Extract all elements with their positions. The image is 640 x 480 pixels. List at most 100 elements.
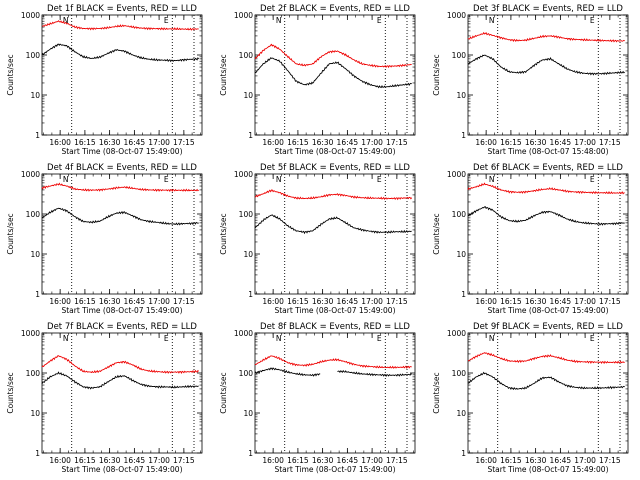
detector-panel-4: Det 4f BLACK = Events, RED = LLD 1 10 100 10… [6,163,203,315]
plot-frame [467,14,629,136]
x-tick-label: 17:00 [148,138,170,147]
x-axis-label: Start Time (08-Oct-07 15:49:00) [61,465,182,474]
y-tick-label: 1000 [234,329,253,338]
series-line-events [337,369,412,377]
chart-title: Det 5f BLACK = Events, RED = LLD [260,163,410,173]
y-tick-label: 1000 [447,11,466,20]
x-tick-label: 16:00 [475,138,497,147]
y-tick-label: 1000 [21,170,40,179]
y-tick-label: 1000 [234,11,253,20]
series-line-lld [254,43,412,69]
y-axis-label: Counts/sec [6,213,15,254]
plot-frame [41,332,203,454]
x-tick-label: 16:30 [525,456,547,465]
y-tick-label: 1 [35,290,40,299]
y-tick-label: 1000 [447,170,466,179]
x-tick-label: 16:45 [124,138,146,147]
x-tick-label: 16:00 [475,297,497,306]
x-tick-label: 16:15 [500,297,522,306]
x-tick-label: 16:45 [550,456,572,465]
x-tick-label: 16:45 [337,297,359,306]
y-tick-label: 1 [35,449,40,458]
y-tick-label: 10 [243,91,253,100]
x-tick-label: 16:30 [99,297,121,306]
detector-panel-3: Det 3f BLACK = Events, RED = LLD 1 10 100 10… [432,4,629,156]
x-tick-label: 16:30 [312,297,334,306]
plot-frame [467,173,629,295]
plot-frame [41,173,203,295]
x-tick-label: 17:00 [148,456,170,465]
detector-panel-6: Det 6f BLACK = Events, RED = LLD 1 10 100 10… [432,163,629,315]
series-line-events [254,214,412,235]
x-tick-label: 17:00 [361,297,383,306]
marker-label: N [489,334,495,343]
y-tick-label: 100 [452,210,467,219]
x-tick-label: 16:00 [475,456,497,465]
plot-frame [467,332,629,454]
marker-label: N [63,16,69,25]
y-tick-label: 10 [243,409,253,418]
detector-panel-1: Det 1f BLACK = Events, RED = LLD 1 10 100 10… [6,4,203,156]
series-line-events [254,57,412,89]
y-tick-label: 100 [26,51,41,60]
plot-frame [254,173,416,295]
marker-label: E [377,16,382,25]
series-line-lld [41,355,199,374]
x-tick-label: 17:15 [173,297,195,306]
chart-title: Det 6f BLACK = Events, RED = LLD [473,163,623,173]
chart-title: Det 3f BLACK = Events, RED = LLD [473,4,623,14]
y-tick-label: 10 [30,250,40,259]
x-tick-label: 16:00 [262,297,284,306]
y-axis-label: Counts/sec [6,54,15,95]
y-tick-label: 10 [243,250,253,259]
y-tick-label: 1 [461,290,466,299]
y-tick-label: 100 [239,51,254,60]
y-tick-label: 10 [456,250,466,259]
x-tick-label: 16:15 [287,456,309,465]
y-tick-label: 1000 [21,11,40,20]
y-tick-label: 1000 [447,329,466,338]
y-axis-label: Counts/sec [432,372,441,413]
x-tick-label: 16:00 [49,138,71,147]
y-tick-label: 100 [452,51,467,60]
series-line-lld [467,182,625,195]
x-tick-label: 16:30 [525,138,547,147]
marker-label: E [377,175,382,184]
y-tick-label: 10 [456,409,466,418]
x-tick-label: 16:15 [287,297,309,306]
series-line-events [467,206,625,226]
detector-panel-7: Det 7f BLACK = Events, RED = LLD 1 10 100 10… [6,322,203,474]
y-tick-label: 1 [248,449,253,458]
series-line-events [41,207,199,226]
x-tick-label: 16:00 [262,138,284,147]
y-tick-label: 1000 [21,329,40,338]
x-tick-label: 17:15 [173,456,195,465]
x-tick-label: 17:00 [574,138,596,147]
y-tick-label: 100 [452,369,467,378]
series-line-lld [41,20,199,31]
x-tick-label: 17:00 [574,297,596,306]
x-axis-label: Start Time (08-Oct-07 15:49:00) [274,465,395,474]
y-tick-label: 100 [26,369,41,378]
y-tick-label: 100 [26,210,41,219]
y-axis-label: Counts/sec [6,372,15,413]
y-tick-label: 10 [30,91,40,100]
y-axis-label: Counts/sec [219,54,228,95]
marker-label: N [276,16,282,25]
chart-title: Det 2f BLACK = Events, RED = LLD [260,4,410,14]
chart-title: Det 8f BLACK = Events, RED = LLD [260,322,410,332]
x-axis-label: Start Time (08-Oct-07 15:49:00) [487,465,608,474]
series-line-events [41,371,199,390]
x-tick-label: 17:00 [361,456,383,465]
x-tick-label: 16:30 [525,297,547,306]
x-axis-label: Start Time (08-Oct-07 15:49:00) [487,306,608,315]
x-tick-label: 16:15 [500,138,522,147]
x-tick-label: 16:00 [262,456,284,465]
chart-title: Det 7f BLACK = Events, RED = LLD [47,322,197,332]
x-tick-label: 17:00 [148,297,170,306]
plot-frame [254,332,416,454]
marker-label: N [276,175,282,184]
series-line-lld [41,182,199,192]
x-tick-label: 17:15 [386,456,408,465]
